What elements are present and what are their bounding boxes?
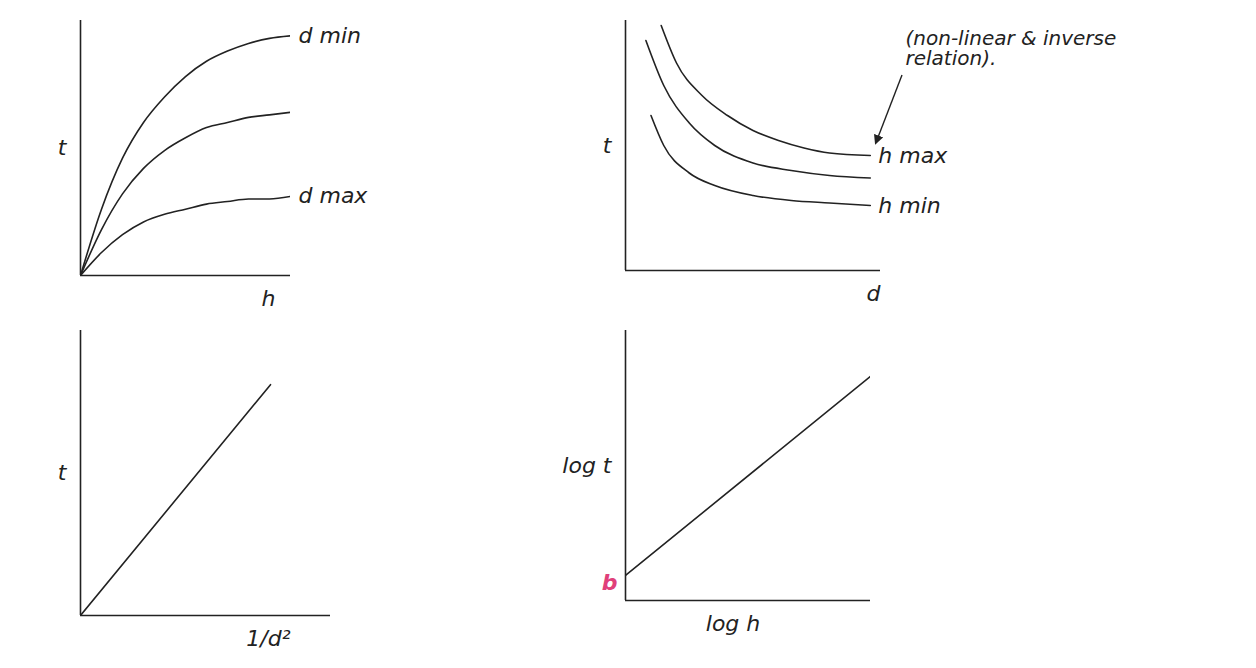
svg-text:h max: h max [878,143,948,168]
svg-text:t: t [603,133,613,158]
svg-text:log t: log t [562,453,613,478]
svg-text:t: t [58,135,68,160]
svg-text:d max: d max [299,183,369,208]
svg-text:(non-linear & inverserelation): (non-linear & inverserelation). [906,26,1117,70]
svg-text:1/d²: 1/d² [246,626,290,651]
svg-text:log h: log h [706,611,760,636]
svg-text:b: b [602,570,618,595]
svg-text:h: h [262,286,276,311]
svg-text:t: t [58,460,68,485]
svg-text:d min: d min [299,23,361,48]
svg-text:d: d [867,281,882,306]
svg-text:h min: h min [878,193,940,218]
